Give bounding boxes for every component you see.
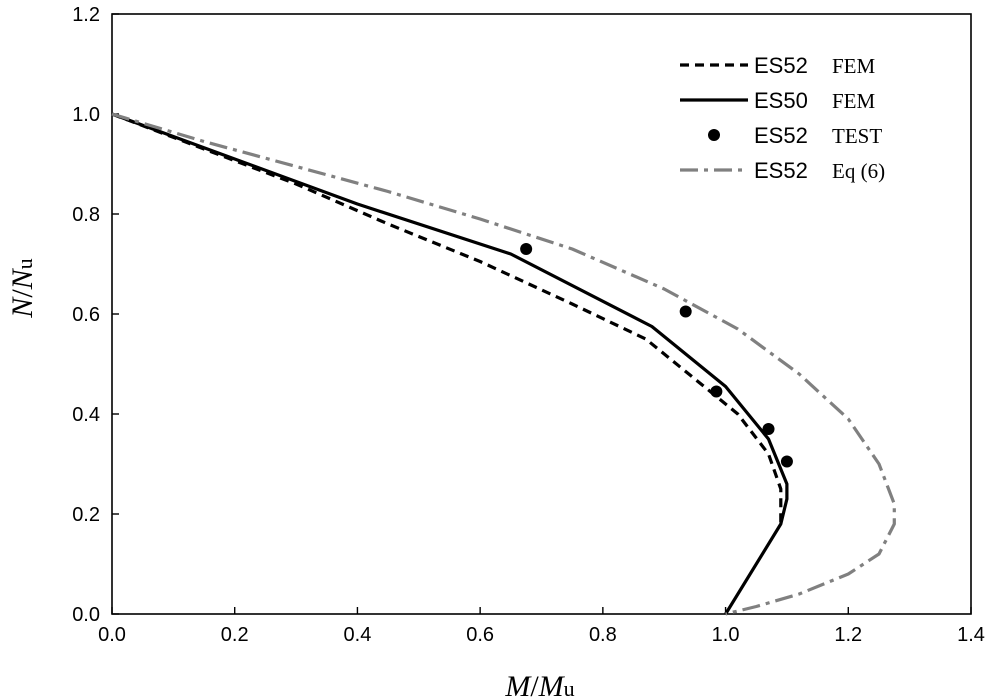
data-point-es52-test (762, 423, 775, 435)
series-layer (111, 112, 896, 616)
legend-label: ES52 (754, 158, 808, 183)
series-line-es50-fem (111, 112, 789, 615)
legend-item-es52-test: ES52 TEST (708, 123, 882, 148)
x-axis-ticks: 0.0 0.2 0.4 0.6 0.8 1.0 1.2 1.4 (98, 607, 985, 646)
data-point-es52-test (520, 243, 533, 255)
x-tick-label: 1.0 (712, 624, 740, 646)
legend-item-es52-eq6: ES52 Eq (6) (680, 158, 885, 183)
legend-label: ES52 (754, 123, 808, 148)
x-tick-label: 1.4 (957, 624, 985, 646)
y-tick-label: 0.4 (72, 404, 100, 426)
legend-sublabel: FEM (832, 89, 876, 113)
legend-sublabel: Eq (6) (832, 159, 885, 183)
y-tick-label: 0.6 (72, 304, 100, 326)
data-point-es52-test (780, 455, 793, 468)
x-tick-label: 0.2 (221, 624, 249, 646)
series-line-es52-eq6 (111, 112, 896, 616)
x-tick-label: 0.0 (98, 624, 126, 646)
legend-label: ES50 (754, 88, 808, 113)
y-tick-label: 0.2 (72, 504, 100, 526)
x-axis-title: M/Mu (504, 670, 574, 699)
y-axis-title: N/Nu (6, 258, 39, 318)
legend-sublabel: FEM (832, 54, 876, 78)
y-tick-label: 1.2 (72, 4, 100, 26)
data-point-es52-test (679, 305, 692, 318)
x-tick-label: 0.4 (344, 624, 372, 646)
y-tick-label: 0.8 (72, 204, 100, 226)
x-tick-label: 0.6 (466, 624, 494, 646)
y-tick-label: 1.0 (72, 104, 100, 126)
x-tick-label: 1.2 (834, 624, 862, 646)
y-tick-label: 0.0 (72, 604, 100, 626)
legend-marker (708, 129, 720, 141)
legend-item-es50-fem: ES50 FEM (680, 88, 876, 113)
legend: ES52 FEM ES50 FEM ES52 TEST ES52 Eq (6) (680, 53, 885, 183)
data-point-es52-test (710, 385, 723, 398)
x-tick-label: 0.8 (589, 624, 617, 646)
legend-sublabel: TEST (832, 124, 882, 148)
series-line-es52-fem (111, 112, 783, 524)
legend-item-es52-fem: ES52 FEM (680, 53, 876, 78)
legend-label: ES52 (754, 53, 808, 78)
